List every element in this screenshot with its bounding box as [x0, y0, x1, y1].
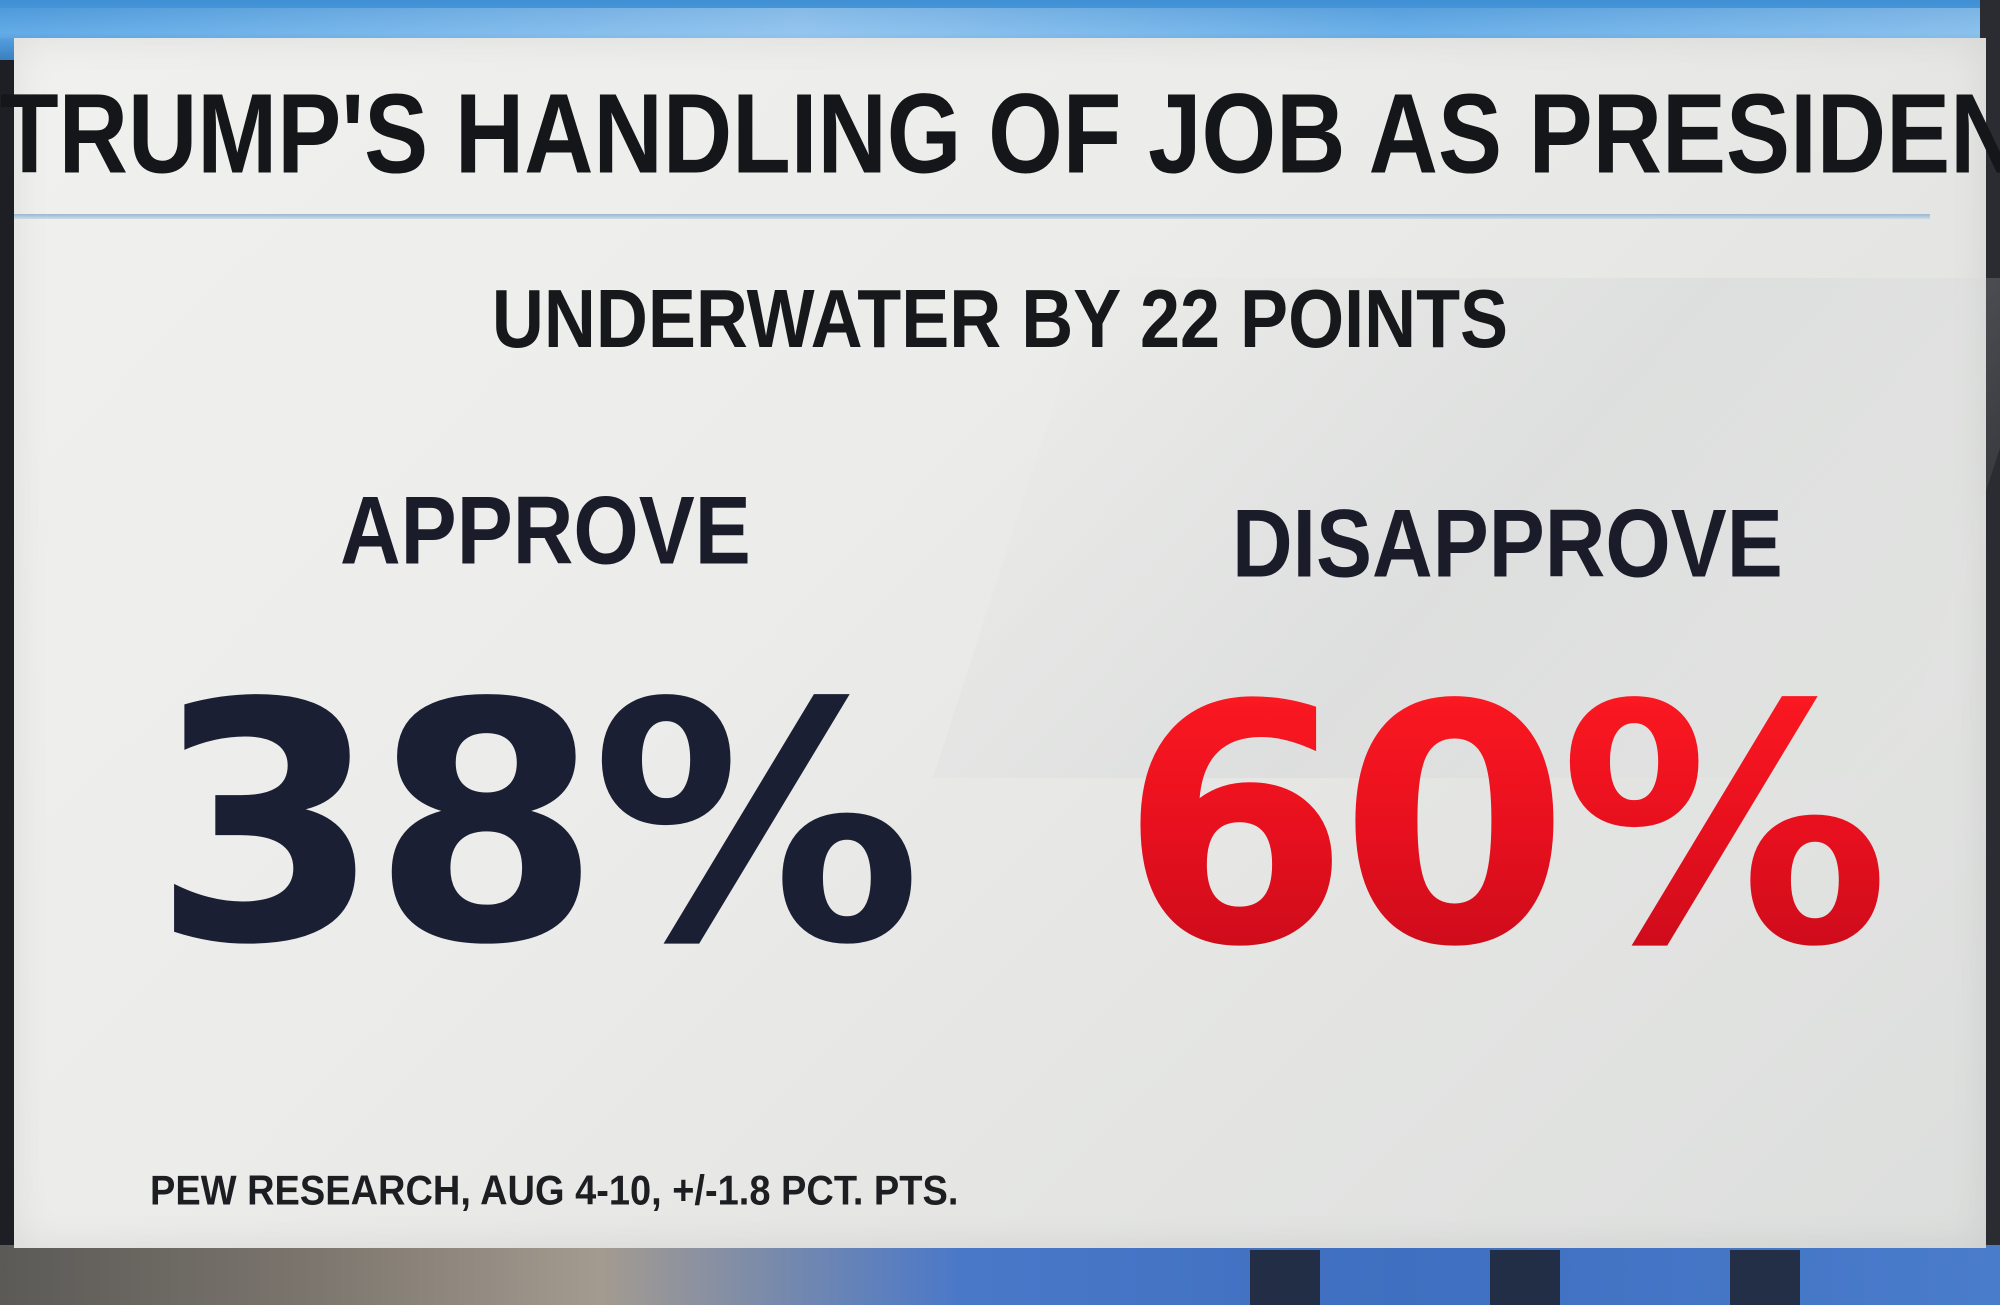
approve-value: 38% — [152, 633, 922, 1017]
disapprove-value: 60% — [1120, 635, 1890, 1019]
approve-label: APPROVE — [340, 476, 751, 585]
background-building-windows — [1080, 1250, 1940, 1305]
graphic-title: TRUMP'S HANDLING OF JOB AS PRESIDENT — [0, 71, 2000, 198]
disapprove-label: DISAPPROVE — [1232, 489, 1783, 598]
title-divider — [14, 214, 1930, 219]
graphic-subtitle: UNDERWATER BY 22 POINTS — [491, 273, 1509, 366]
poll-graphic-card — [14, 38, 2000, 1248]
tv-glare — [0, 8, 2000, 38]
source-note: PEW RESEARCH, AUG 4-10, +/-1.8 PCT. PTS. — [150, 1168, 959, 1215]
